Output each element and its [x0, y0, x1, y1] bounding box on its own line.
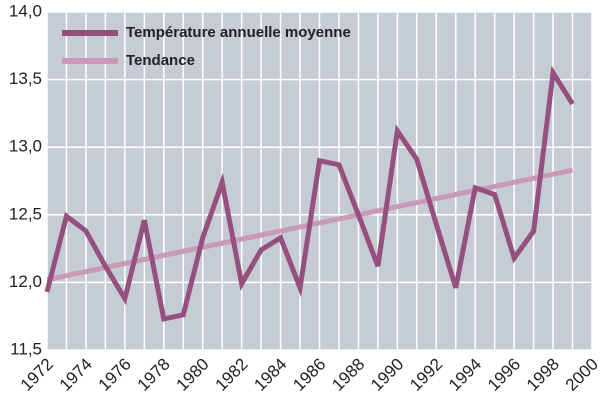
x-tick-label: 1972	[17, 355, 57, 395]
x-tick-label: 1984	[250, 355, 290, 395]
x-tick-label: 2000	[562, 355, 600, 395]
legend-label: Température annuelle moyenne	[126, 24, 351, 41]
x-tick-label: 1994	[445, 355, 485, 395]
legend-label: Tendance	[126, 52, 195, 69]
y-tick-label: 12,5	[9, 204, 42, 223]
x-tick-label: 1988	[328, 355, 368, 395]
x-tick-label: 1974	[56, 355, 96, 395]
x-tick-label: 1998	[523, 355, 563, 395]
data-line	[44, 65, 575, 322]
y-tick-label: 13,5	[9, 69, 42, 88]
y-tick-label: 11,5	[10, 339, 42, 358]
x-tick-label: 1992	[406, 355, 446, 395]
y-tick-label: 14,0	[9, 1, 42, 20]
x-tick-label: 1990	[367, 355, 407, 395]
x-tick-label: 1976	[95, 355, 135, 395]
x-tick-label: 1986	[289, 355, 329, 395]
y-tick-label: 13,0	[9, 137, 42, 156]
y-tick-label: 12,0	[9, 272, 42, 291]
x-tick-label: 1980	[173, 355, 213, 395]
x-tick-label: 1982	[211, 355, 251, 395]
x-tick-label: 1996	[484, 355, 524, 395]
x-tick-label: 1978	[134, 355, 174, 395]
